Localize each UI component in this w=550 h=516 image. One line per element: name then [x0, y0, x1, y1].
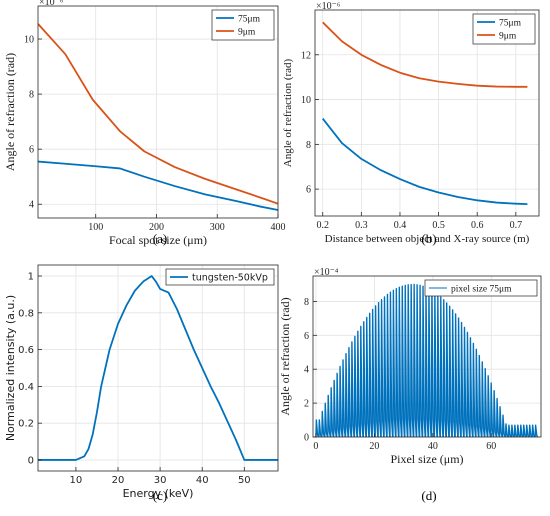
legend-box [211, 9, 275, 41]
y-tick-label: 1 [28, 272, 34, 283]
panel-label: (d) [421, 488, 436, 503]
legend-box [165, 268, 275, 286]
y-tick-label: 8 [29, 90, 34, 101]
y-tick-label: 4 [29, 200, 34, 211]
legend-label: 9μm [499, 32, 517, 42]
legend-label: tungsten-50kVp [192, 273, 268, 284]
data-layer [38, 23, 278, 211]
y-tick-label: 10 [24, 35, 34, 46]
x-tick-label: 10 [70, 475, 83, 486]
y-tick-label: 4 [304, 365, 309, 376]
y-tick-label: 12 [301, 50, 311, 61]
x-tick-label: 40 [428, 441, 438, 452]
series-line-9μm [322, 21, 528, 88]
y-tick-label: 8 [304, 297, 309, 308]
x-tick-label: 0.5 [432, 220, 445, 231]
plot-frame [37, 5, 279, 219]
legend-label: 75μm [499, 19, 522, 29]
x-tick-label: 60 [486, 441, 496, 452]
series-line-75μm [38, 160, 278, 211]
y-axis-label: Angle of refraction (rad) [278, 297, 292, 415]
legend-label: pixel size 75μm [451, 285, 512, 295]
legend: pixel size 75μm [424, 279, 538, 297]
legend: 75μm 9μm [211, 9, 275, 41]
legend-box [472, 13, 536, 45]
data-layer [38, 275, 278, 461]
y-tick-label: 6 [29, 145, 34, 156]
y-tick-label: 0.2 [18, 419, 34, 430]
x-tick-label: 200 [149, 222, 164, 233]
plot-frame [314, 9, 540, 217]
legend: tungsten-50kVp [165, 268, 275, 286]
series-line-75μm [322, 118, 528, 206]
y-tick-label: 0 [28, 455, 34, 466]
panel-label: (c) [153, 488, 167, 503]
axis-exponent: ×10⁻⁶ [39, 0, 64, 8]
x-tick-label: 0 [313, 441, 318, 452]
legend-label: 75μm [238, 15, 261, 25]
x-tick-label: 30 [154, 475, 167, 486]
x-axis-label: Energy (keV) [123, 487, 194, 500]
legend: 75μm 9μm [472, 13, 536, 45]
x-tick-label: 20 [369, 441, 379, 452]
x-axis-label: Pixel size (μm) [390, 452, 463, 466]
plot-frame [312, 275, 542, 438]
x-tick-label: 0.4 [394, 220, 407, 231]
panel-label: (b) [421, 231, 436, 246]
x-tick-label: 20 [112, 475, 125, 486]
x-axis-label: Focal spot size (μm) [109, 233, 207, 247]
y-tick-label: 0.8 [18, 308, 34, 319]
x-tick-label: 300 [210, 222, 225, 233]
plot-area [38, 265, 278, 471]
y-tick-label: 10 [301, 95, 311, 106]
plot-frame [37, 264, 279, 472]
plot-area [38, 6, 278, 218]
data-layer [322, 21, 528, 206]
x-tick-label: 40 [196, 475, 209, 486]
y-axis-label: Angle of refraction (rad) [3, 53, 17, 171]
y-tick-label: 0 [304, 433, 309, 444]
chart-panel-1: 100 200 300 400 4 6 8 10 ×10⁻⁶ Focal spot size (μ… [3, 0, 286, 247]
y-tick-label: 0.6 [18, 345, 34, 356]
y-tick-label: 6 [304, 331, 309, 342]
series-line-pixel size 75μm [315, 283, 539, 437]
y-tick-label: 6 [306, 185, 311, 196]
x-tick-label: 0.6 [471, 220, 484, 231]
series-line-tungsten-50kVp [38, 275, 278, 461]
legend-box [424, 279, 538, 297]
axis-exponent: ×10⁻⁴ [314, 267, 339, 278]
chart-panel-3: 10 20 30 40 50 0 0.2 0.4 0.6 0.8 1 Energy (keV) Norm… [4, 264, 279, 503]
axis-exponent: ×10⁻⁶ [316, 1, 341, 12]
y-axis-label: Angle of refraction (rad) [282, 58, 294, 167]
x-tick-label: 400 [271, 222, 286, 233]
x-tick-label: 100 [88, 222, 103, 233]
x-tick-label: 50 [238, 475, 251, 486]
y-tick-label: 8 [306, 140, 311, 151]
x-axis-label: Distance between object and X-ray source… [325, 233, 530, 245]
chart-panel-2: 0.2 0.3 0.4 0.5 0.6 0.7 6 8 10 12 ×10⁻⁶ Distance be… [282, 1, 540, 246]
series-line-9μm [38, 23, 278, 205]
legend-label: 9μm [238, 28, 256, 38]
x-tick-label: 0.2 [316, 220, 329, 231]
data-layer [315, 283, 539, 437]
y-tick-label: 0.4 [18, 382, 34, 393]
x-tick-label: 0.3 [355, 220, 368, 231]
panel-label: (a) [153, 231, 167, 246]
chart-panel-4: 0 20 40 60 0 2 4 6 8 ×10⁻⁴ Pixel size (μm) Angle of… [278, 267, 542, 503]
y-tick-label: 2 [304, 399, 309, 410]
x-tick-label: 0.7 [510, 220, 523, 231]
y-axis-label: Normalized intensity (a.u.) [4, 295, 17, 441]
